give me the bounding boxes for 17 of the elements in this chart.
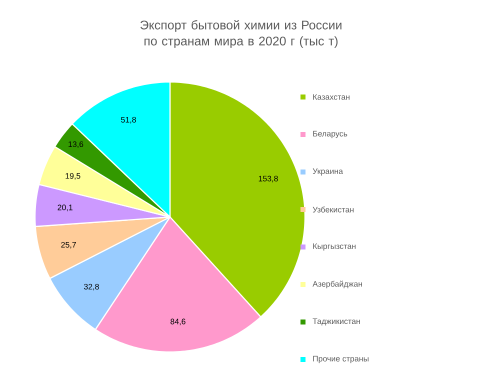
data-label: 13,6: [68, 141, 84, 148]
legend-label: Украина: [312, 168, 344, 176]
data-label: 51,8: [121, 116, 136, 124]
data-label: 84,6: [170, 318, 186, 326]
data-label: 20,1: [58, 204, 72, 212]
legend-label: Таджикистан: [312, 318, 360, 326]
legend-label: Казахстан: [313, 94, 350, 100]
data-label: 32,8: [84, 284, 99, 290]
legend-label: Узбекистан: [312, 206, 354, 212]
data-label: 25,7: [61, 242, 76, 248]
data-label: 153,8: [258, 176, 278, 182]
legend-label: Беларусь: [313, 130, 348, 138]
legend-label: Кыргызстан: [313, 243, 356, 250]
legend-label: Прочие страны: [313, 356, 368, 363]
legend-label: Азербайджан: [312, 280, 362, 288]
data-label: 19,5: [66, 172, 80, 180]
chart-title: Экспорт бытовой химии из России по странам мира в 2020 г (тыс т): [140, 20, 342, 48]
